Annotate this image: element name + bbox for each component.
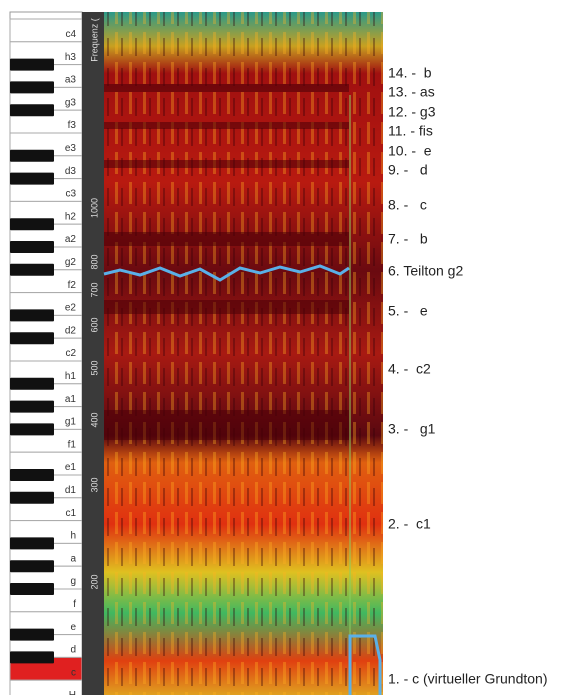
black-key: [10, 401, 54, 413]
axis-title: Frequenz (: [89, 18, 99, 62]
key-label: H: [69, 690, 76, 695]
axis-strip: [82, 12, 104, 695]
black-key: [10, 492, 54, 504]
frequency-label: 700: [89, 282, 99, 297]
black-key: [10, 241, 54, 253]
key-label: d3: [65, 166, 77, 177]
partial-label: 8. - c: [388, 197, 427, 213]
key-label: a3: [65, 75, 77, 86]
key-label: h: [70, 531, 76, 542]
spectrogram-texture: [104, 12, 383, 695]
key-label: e: [70, 622, 76, 633]
key-label: d: [70, 645, 76, 656]
key-label: h1: [65, 371, 77, 382]
black-key: [10, 59, 54, 71]
key-label: e2: [65, 303, 77, 314]
partial-label: 12. - g3: [388, 104, 436, 120]
black-key: [10, 218, 54, 230]
black-key: [10, 560, 54, 572]
partial-label: 6. Teilton g2: [388, 263, 463, 279]
black-key: [10, 423, 54, 435]
key-label: d2: [65, 325, 77, 336]
black-key: [10, 332, 54, 344]
partial-label: 3. - g1: [388, 421, 436, 437]
partial-label: 5. - e: [388, 303, 428, 319]
key-label: a2: [65, 234, 77, 245]
black-key: [10, 537, 54, 549]
partial-label: 4. - c2: [388, 361, 431, 377]
key-label: e1: [65, 462, 77, 473]
key-label: h2: [65, 211, 77, 222]
key-label: c3: [65, 189, 76, 200]
frequency-label: 200: [89, 574, 99, 589]
key-label: f: [73, 599, 76, 610]
key-label: f3: [68, 120, 77, 131]
black-key: [10, 583, 54, 595]
frequency-label: 800: [89, 254, 99, 269]
black-key: [10, 629, 54, 641]
key-label: h3: [65, 52, 77, 63]
partial-label: 1. - c (virtueller Grundton): [388, 671, 548, 687]
frequency-label: 1000: [89, 198, 99, 218]
partial-label: 11. - fis: [388, 123, 433, 139]
black-key: [10, 104, 54, 116]
black-key: [10, 469, 54, 481]
partial-label: 14. - b: [388, 65, 432, 81]
black-key: [10, 378, 54, 390]
key-label: g2: [65, 257, 77, 268]
black-key: [10, 173, 54, 185]
black-key: [10, 651, 54, 663]
partial-label: 9. - d: [388, 162, 428, 178]
key-label: e3: [65, 143, 77, 154]
frequency-label: 500: [89, 360, 99, 375]
key-label: f2: [68, 280, 77, 291]
key-label: f1: [68, 439, 77, 450]
frequency-label: 600: [89, 317, 99, 332]
partial-label: 10. - e: [388, 143, 432, 159]
key-label: a1: [65, 394, 77, 405]
black-key: [10, 150, 54, 162]
key-label: a: [70, 553, 76, 564]
black-key: [10, 264, 54, 276]
partial-label: 7. - b: [388, 231, 428, 247]
black-key: [10, 81, 54, 93]
frequency-label: 400: [89, 412, 99, 427]
key-label: g1: [65, 417, 77, 428]
partial-label: 2. - c1: [388, 516, 431, 532]
key-label: g3: [65, 97, 77, 108]
black-key: [10, 309, 54, 321]
screenshot: c4h3a3g3f3e3d3c3h2a2g2f2e2d2c2h1a1g1f1e1…: [0, 0, 582, 695]
key-label: g: [70, 576, 76, 587]
key-label: c: [71, 667, 76, 678]
frequency-label: 300: [89, 477, 99, 492]
key-label: c1: [65, 508, 76, 519]
key-label: c2: [65, 348, 76, 359]
partial-label: 13. - as: [388, 84, 435, 100]
key-label: d1: [65, 485, 77, 496]
key-label: c4: [65, 29, 76, 40]
